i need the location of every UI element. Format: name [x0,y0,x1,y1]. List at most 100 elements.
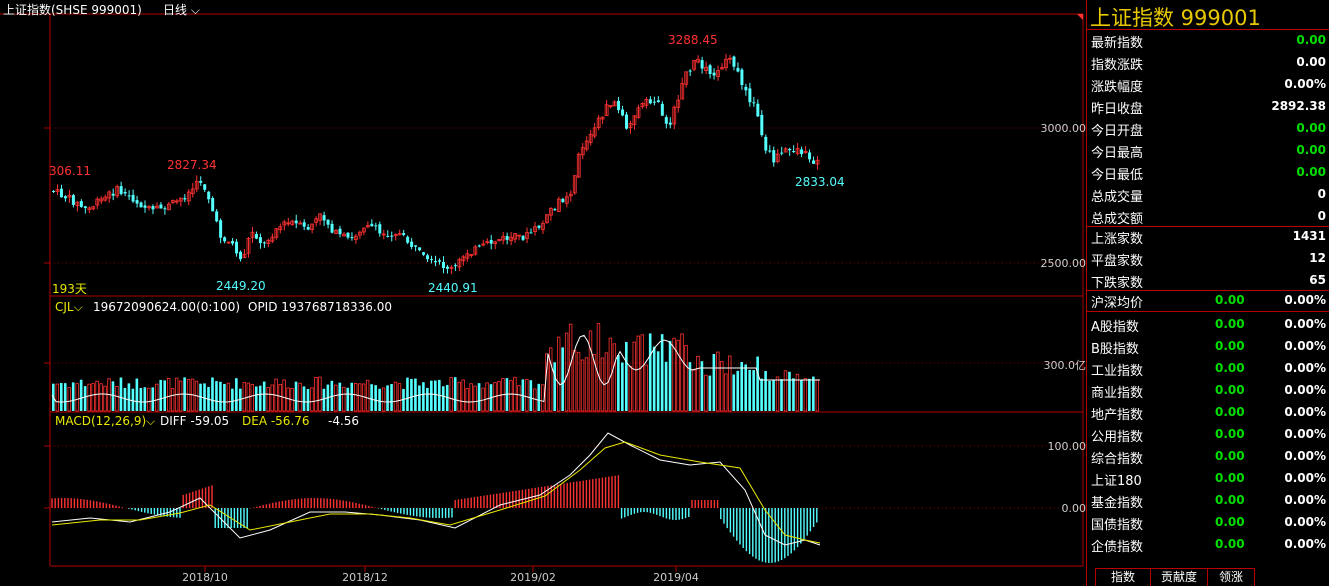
breadth-row: 上涨家数 1431 [1087,225,1328,247]
volume-bar [393,381,398,412]
volume-bar [386,385,389,411]
macd-indicator[interactable]: MACD(12,26,9)⌵ [55,414,155,429]
candle [131,194,135,202]
candle [517,234,521,237]
candle [103,196,108,201]
candle [250,231,255,238]
volume-bar [178,380,183,412]
chart-canvas[interactable] [0,0,1086,586]
candle [656,100,660,103]
index-row[interactable]: A股指数 0.00 0.00% [1087,313,1328,335]
candle [79,201,83,207]
index-row[interactable]: 工业指数 0.00 0.00% [1087,357,1328,379]
candle [370,223,374,227]
volume-bar [812,376,815,411]
label-left-high: 306.11 [49,164,91,178]
candle [294,220,298,224]
candle [612,101,617,107]
candle [497,239,502,242]
volume-bar [748,369,751,411]
quote-label: 昨日收盘 [1091,102,1144,117]
candle [71,195,75,205]
index-label: A股指数 [1091,320,1139,335]
index-value: 0.00 [1215,493,1245,507]
candle [553,209,557,211]
index-percent: 0.00% [1284,361,1326,375]
candle [445,266,449,269]
chevron-down-icon: ⌵ [73,300,83,314]
candle [254,234,258,239]
volume-bar [792,378,795,411]
candle [99,198,104,202]
candle [592,127,597,137]
candle [628,123,633,129]
candle [477,245,481,247]
volume-bar [720,361,724,412]
index-label: 上证180 [1091,474,1142,489]
candle [672,106,677,125]
volume-bar [625,341,628,411]
volume-bar [640,334,644,412]
index-row[interactable]: 国债指数 0.00 0.00% [1087,511,1328,533]
panel-tab[interactable]: 领涨 [1207,568,1255,586]
candle [219,220,223,238]
candle [768,150,772,152]
index-row[interactable]: 综合指数 0.00 0.00% [1087,445,1328,467]
candle [744,86,748,91]
candle [282,221,287,226]
volume-bar [151,387,155,411]
x-tick-2: 2018/12 [342,571,388,584]
index-row[interactable]: 上证180 0.00 0.00% [1087,467,1328,489]
candle [453,265,457,267]
candle [174,200,179,203]
volume-bar [390,384,393,411]
candle [780,152,784,154]
quote-value: 0.00 [1296,121,1326,135]
chart-area[interactable]: 上证指数(SHSE 999001) 日线 ⌵ 3000.00 2500.00 3… [0,0,1086,586]
panel-tab[interactable]: 指数 [1095,568,1151,586]
volume-bar [159,379,163,411]
index-value: 0.00 [1215,361,1245,375]
volume-bar [744,364,747,411]
volume-value: 19672090624.00(0:100) [93,300,241,314]
volume-bar [282,379,286,412]
candle [795,148,800,154]
volume-bar [354,383,358,412]
candle [437,260,441,262]
volume-bar [91,383,95,412]
index-row[interactable]: 基金指数 0.00 0.00% [1087,489,1328,511]
label-last-low: 2833.04 [795,175,845,189]
volume-bar [509,380,513,412]
chart-title: 上证指数(SHSE 999001) [3,3,142,17]
index-row[interactable]: 商业指数 0.00 0.00% [1087,379,1328,401]
candle [529,232,533,234]
index-row[interactable]: B股指数 0.00 0.00% [1087,335,1328,357]
index-percent: 0.00% [1284,317,1326,331]
volume-bar [644,364,648,412]
period-selector[interactable]: 日线 ⌵ [163,1,200,18]
candle [604,104,609,116]
candle [513,233,517,240]
candle [668,122,672,125]
quote-label: 总成交量 [1091,190,1144,205]
candle [207,191,211,200]
volume-bar [135,378,139,411]
avg-value: 0.00 [1215,293,1245,307]
candle [636,107,641,118]
panel-tab[interactable]: 贡献度 [1150,568,1208,586]
volume-bar [684,345,688,412]
volume-indicator[interactable]: CJL⌵ [55,300,83,315]
candle [183,198,187,200]
volume-bar [664,361,668,411]
index-row[interactable]: 企债指数 0.00 0.00% [1087,533,1328,555]
breadth-row: 平盘家数 12 [1087,247,1328,269]
candle [441,261,445,268]
volume-bar [783,370,788,412]
index-row[interactable]: 地产指数 0.00 0.00% [1087,401,1328,423]
candle [397,233,402,236]
index-row[interactable]: 公用指数 0.00 0.00% [1087,423,1328,445]
candle [334,230,338,234]
candle [151,206,155,210]
corner-marker [1077,14,1083,20]
candle [381,233,386,236]
